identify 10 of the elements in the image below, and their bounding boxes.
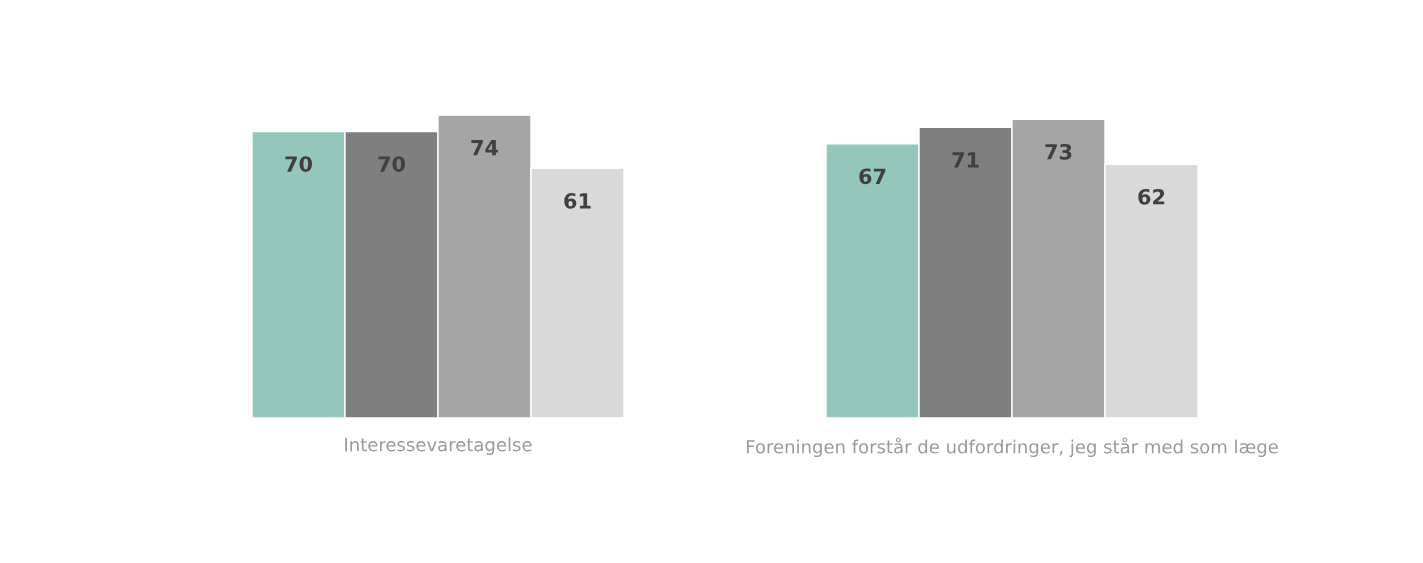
data-label: 67 <box>859 168 886 185</box>
data-label: 62 <box>1138 188 1165 205</box>
data-label: 74 <box>471 140 499 156</box>
data-label: 70 <box>285 156 312 172</box>
x-tick-label: Interessevaretagelse <box>345 437 532 455</box>
x-tick-label: Foreningen forstår de udfordringer, jeg står med som læge <box>746 437 1278 458</box>
data-label: 73 <box>1045 143 1072 160</box>
data-label: 71 <box>952 152 979 168</box>
data-label: 70 <box>378 156 405 172</box>
data-label: 61 <box>564 193 591 209</box>
